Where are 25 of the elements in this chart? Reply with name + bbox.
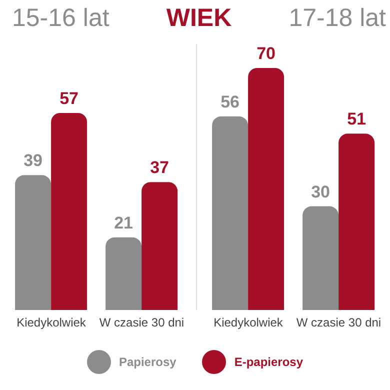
x-tick-label: Kiedykolwiek	[16, 316, 87, 330]
bar	[248, 68, 284, 310]
bar	[338, 134, 375, 310]
chart-title: 15-16 lat	[12, 4, 110, 33]
bar	[51, 112, 88, 310]
data-label: 70	[256, 44, 276, 63]
bar	[15, 175, 52, 310]
legend-label: Papierosy	[118, 355, 176, 369]
x-tick-label: Kiedykolwiek	[214, 316, 284, 330]
data-label: 37	[150, 158, 170, 178]
bar	[106, 237, 142, 310]
x-tick-label: W czasie 30 dni	[296, 316, 382, 330]
bar	[212, 116, 248, 310]
bar	[302, 206, 339, 310]
x-tick-label: W czasie 30 dni	[99, 316, 184, 330]
text: WIEK	[166, 4, 232, 33]
data-label: 56	[220, 92, 240, 112]
data-label: 51	[347, 110, 366, 129]
legend-label: E-papierosy	[234, 355, 304, 369]
data-label: 21	[114, 213, 134, 232]
bar	[142, 182, 178, 310]
data-label: 39	[24, 151, 43, 170]
chart-title: 17-18 lat	[288, 4, 386, 33]
data-label: 30	[311, 182, 330, 202]
data-label: 57	[60, 88, 79, 108]
